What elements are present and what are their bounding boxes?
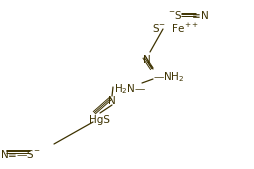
Text: N≡—S$^{-}$: N≡—S$^{-}$ [0,148,41,160]
Text: H$_2$N—: H$_2$N— [114,82,146,96]
Text: —NH$_2$: —NH$_2$ [152,70,184,84]
Text: HgS: HgS [89,115,109,125]
Text: N: N [142,55,150,65]
Text: S$^{-}$  Fe$^{++}$: S$^{-}$ Fe$^{++}$ [151,22,198,35]
Text: N: N [108,96,115,106]
Text: $^{-}$S—≡N: $^{-}$S—≡N [167,9,208,21]
